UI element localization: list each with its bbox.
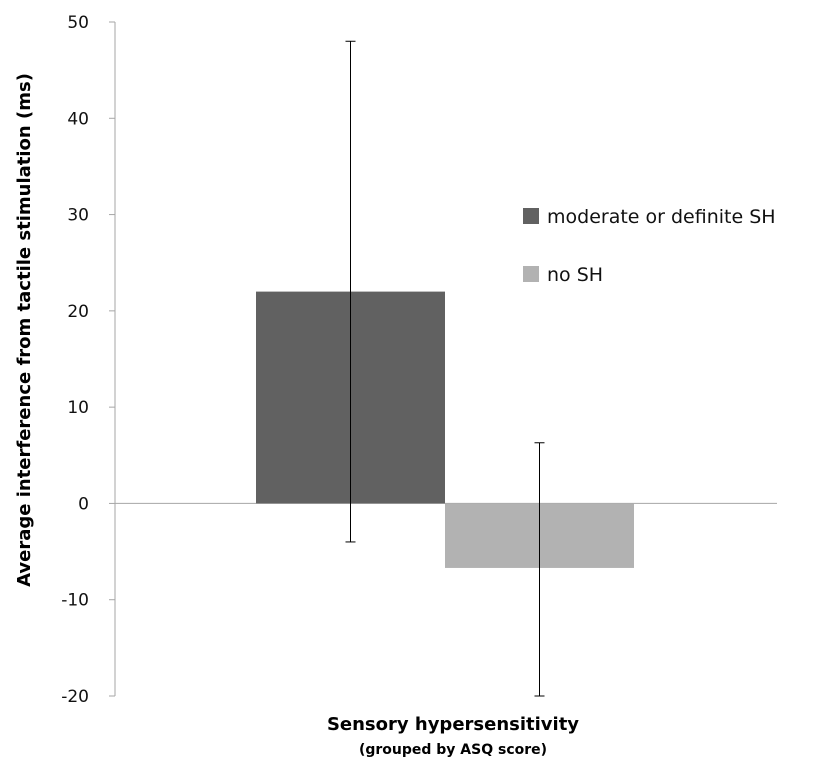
y-tick-label: 20 <box>67 302 89 322</box>
y-tick-label: -10 <box>61 591 89 611</box>
y-tick-label: 0 <box>78 494 89 514</box>
legend-swatch-0 <box>523 208 539 224</box>
y-tick-label: -20 <box>61 687 89 707</box>
bars <box>256 291 634 568</box>
y-tick-label: 50 <box>67 13 89 33</box>
legend-label-1: no SH <box>547 264 603 286</box>
legend-swatch-1 <box>523 266 539 282</box>
x-axis-label: Sensory hypersensitivity <box>327 714 579 735</box>
x-axis-sublabel: (grouped by ASQ score) <box>359 742 547 758</box>
y-ticks: 50 40 30 20 10 0 -10 -20 <box>61 13 115 707</box>
y-tick-label: 30 <box>67 206 89 226</box>
legend: moderate or definite SH no SH <box>523 206 776 286</box>
legend-label-0: moderate or definite SH <box>547 206 776 228</box>
y-tick-label: 40 <box>67 109 89 129</box>
error-bars <box>345 40 545 697</box>
axes <box>114 22 777 696</box>
y-axis-label: Average interference from tactile stimul… <box>14 73 35 587</box>
y-tick-label: 10 <box>67 398 89 418</box>
